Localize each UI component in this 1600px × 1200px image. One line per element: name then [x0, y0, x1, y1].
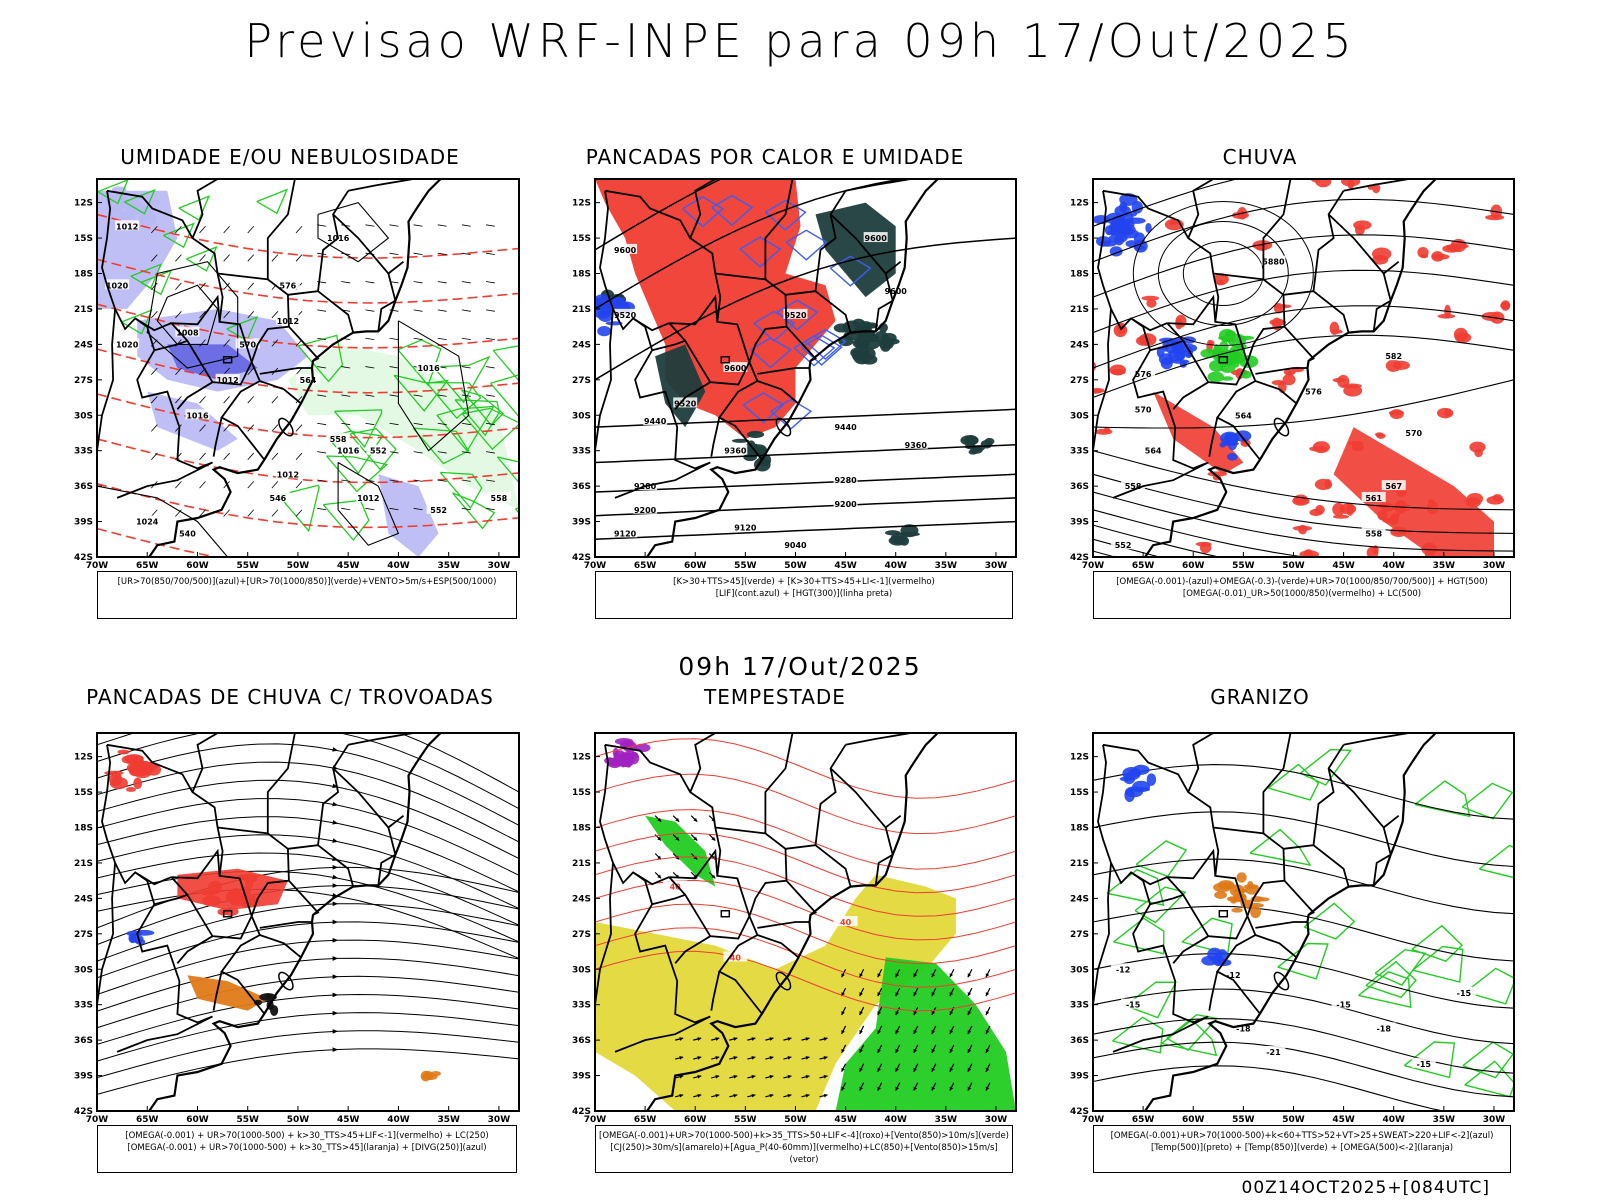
legend-line: [OMEGA(-0.001) + UR>70(1000-500) + k>30_… — [127, 1143, 487, 1153]
run-time-label: 00Z14OCT2025+[084UTC] — [1241, 1178, 1490, 1198]
legend-line: [UR>70(850/700/500)](azul)+[UR>70(1000/8… — [117, 577, 497, 587]
legend-thunderstorm-showers: [OMEGA(-0.001) + UR>70(1000-500) + k>30_… — [97, 1125, 517, 1173]
page-title: Previsao WRF-INPE para 09h 17/Out/2025 — [244, 14, 1356, 68]
panel-title: TEMPESTADE — [704, 685, 846, 709]
legend-line: [CJ(250)>30m/s](amarelo)+[Agua_P(40-60mm… — [610, 1143, 998, 1165]
panel-title: CHUVA — [1222, 145, 1298, 169]
panel-heat-showers: PANCADAS POR CALOR E UMIDADE — [535, 145, 1015, 625]
legend-line: [OMEGA(-0.001)+UR>70(1000-500)+k<60+TTS>… — [1110, 1131, 1494, 1141]
legend-line: [OMEGA(-0.001)-(azul)+OMEGA(-0.3)-(verde… — [1116, 577, 1488, 587]
legend-line: [OMEGA(-0.001)+UR>70(1000-500)+k>35_TTS>… — [599, 1131, 1009, 1141]
panel-title: PANCADAS POR CALOR E UMIDADE — [585, 145, 965, 169]
legend-line: [LIF](cont.azul) + [HGT(300)](linha pret… — [715, 589, 893, 599]
panel-title: PANCADAS DE CHUVA C/ TROVOADAS — [86, 685, 494, 709]
legend-hail: [OMEGA(-0.001)+UR>70(1000-500)+k<60+TTS>… — [1093, 1125, 1511, 1173]
panel-title: GRANIZO — [1210, 685, 1310, 709]
legend-line: [Temp(500)](preto) + [Temp(850)](verde) … — [1150, 1143, 1454, 1153]
panel-thunderstorm-showers: PANCADAS DE CHUVA C/ TROVOADAS — [50, 685, 530, 1165]
panel-storm: TEMPESTADE — [535, 685, 1015, 1165]
legend-line: [OMEGA(-0.001) + UR>70(1000-500) + k>30_… — [125, 1131, 489, 1141]
rain-area — [1500, 301, 1510, 310]
legend-line: [OMEGA(-0.01)_UR>50(1000/850)(vermelho) … — [1182, 589, 1422, 599]
panel-hail: GRANIZO — [1020, 685, 1500, 1165]
panel-humidity: UMIDADE E/OU NEBULOSIDADE — [50, 145, 530, 625]
forecast-date-label: 09h 17/Out/2025 — [678, 652, 922, 681]
legend-storm: [OMEGA(-0.001)+UR>70(1000-500)+k>35_TTS>… — [595, 1125, 1013, 1173]
panel-rain: CHUVA — [1020, 145, 1500, 625]
legend-heat-showers: [K>30+TTS>45](verde) + [K>30+TTS>45+LI<-… — [595, 571, 1013, 619]
rain-area — [1500, 300, 1511, 311]
legend-humidity: [UR>70(850/700/500)](azul)+[UR>70(1000/8… — [97, 571, 517, 619]
panel-title: UMIDADE E/OU NEBULOSIDADE — [120, 145, 460, 169]
legend-rain: [OMEGA(-0.001)-(azul)+OMEGA(-0.3)-(verde… — [1093, 571, 1511, 619]
legend-line: [K>30+TTS>45](verde) + [K>30+TTS>45+LI<-… — [673, 577, 935, 587]
